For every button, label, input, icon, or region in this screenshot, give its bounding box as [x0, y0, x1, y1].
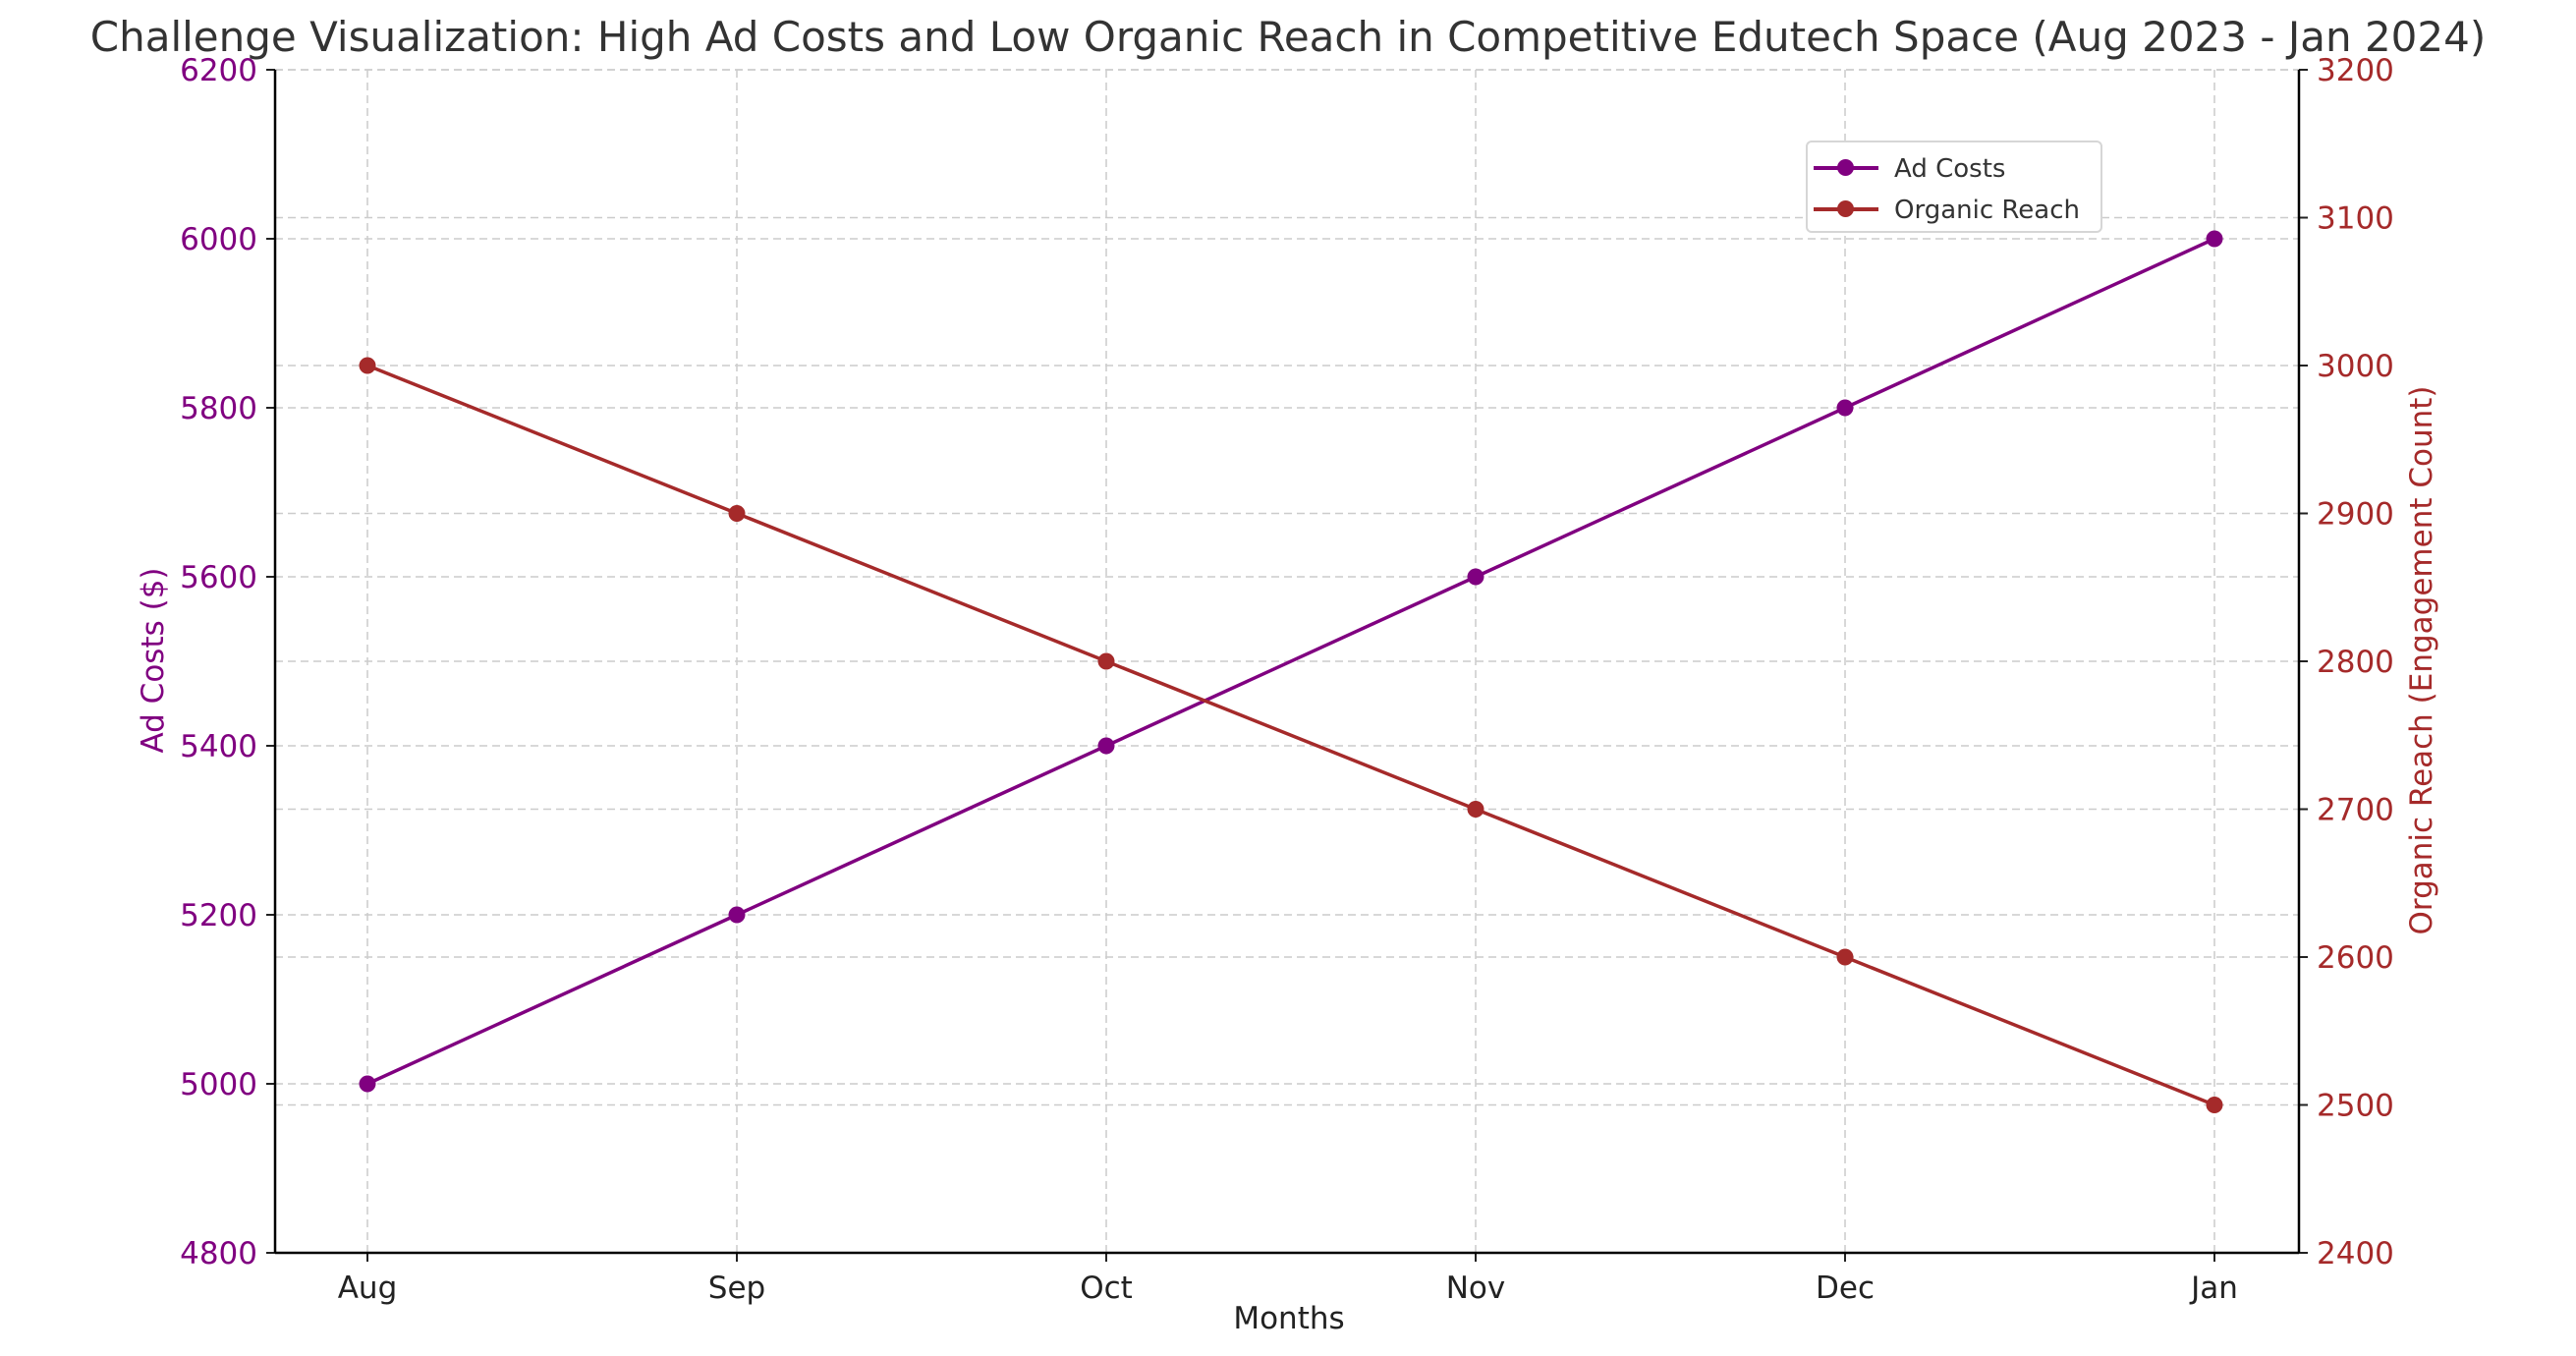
right-y-tick-label: 3100 [2317, 201, 2394, 237]
axes [266, 69, 2308, 1262]
ad-costs-point [1467, 568, 1484, 586]
organic-reach-point [359, 357, 376, 374]
legend-item-ad-costs: Ad Costs [1808, 147, 2100, 187]
right-y-tick-label: 3000 [2317, 349, 2394, 384]
x-tick-label: Dec [1816, 1271, 1875, 1306]
legend-label-ad-costs: Ad Costs [1894, 154, 2006, 184]
left-y-tick-label: 6200 [180, 53, 257, 88]
right-y-tick-label: 2400 [2317, 1236, 2394, 1271]
legend-marker-organic-reach [1837, 200, 1854, 217]
left-y-tick-label: 5600 [180, 560, 257, 595]
organic-reach-point [1467, 801, 1484, 818]
ad-costs-point [1097, 737, 1115, 755]
right-y-tick-label: 2700 [2317, 793, 2394, 828]
x-tick-label: Oct [1080, 1271, 1133, 1306]
x-tick-label: Jan [2189, 1271, 2238, 1306]
series-lines [359, 230, 2223, 1113]
chart-title: Challenge Visualization: High Ad Costs a… [90, 13, 2486, 61]
x-axis-label: Months [1233, 1301, 1344, 1336]
x-tick-label: Sep [708, 1271, 765, 1306]
tick-labels: Aug Sep Oct Nov Dec Jan 4800 5000 5200 5400 5600 58… [180, 53, 2394, 1306]
legend-item-organic-reach: Organic Reach [1808, 189, 2100, 228]
organic-reach-point [1097, 652, 1115, 670]
ad-costs-point [2206, 230, 2223, 248]
x-tick-label: Nov [1446, 1271, 1506, 1306]
left-y-tick-label: 5800 [180, 391, 257, 426]
ad-costs-point [728, 906, 746, 924]
left-y-axis-label: Ad Costs ($) [136, 567, 171, 753]
right-y-tick-label: 2900 [2317, 497, 2394, 533]
organic-reach-line [366, 364, 2215, 1107]
right-y-tick-label: 2500 [2317, 1089, 2394, 1124]
ad-costs-point [1836, 399, 1854, 417]
organic-reach-point [1836, 948, 1854, 966]
left-y-tick-label: 5200 [180, 898, 257, 933]
right-y-tick-label: 3200 [2317, 53, 2394, 88]
legend-marker-ad-costs [1837, 159, 1854, 176]
x-tick-label: Aug [338, 1271, 398, 1306]
ad-costs-point [359, 1075, 376, 1093]
left-y-tick-label: 5400 [180, 729, 257, 764]
legend-label-organic-reach: Organic Reach [1894, 196, 2080, 225]
right-y-tick-label: 2800 [2317, 645, 2394, 680]
left-y-tick-label: 4800 [180, 1236, 257, 1271]
left-y-tick-label: 5000 [180, 1067, 257, 1102]
legend: Ad Costs Organic Reach [1806, 141, 2102, 233]
right-y-tick-label: 2600 [2317, 940, 2394, 976]
organic-reach-point [2206, 1097, 2223, 1113]
organic-reach-point [728, 505, 746, 522]
right-y-axis-label: Organic Reach (Engagement Count) [2404, 385, 2439, 934]
left-y-tick-label: 6000 [180, 222, 257, 257]
ad-costs-line [366, 237, 2215, 1086]
